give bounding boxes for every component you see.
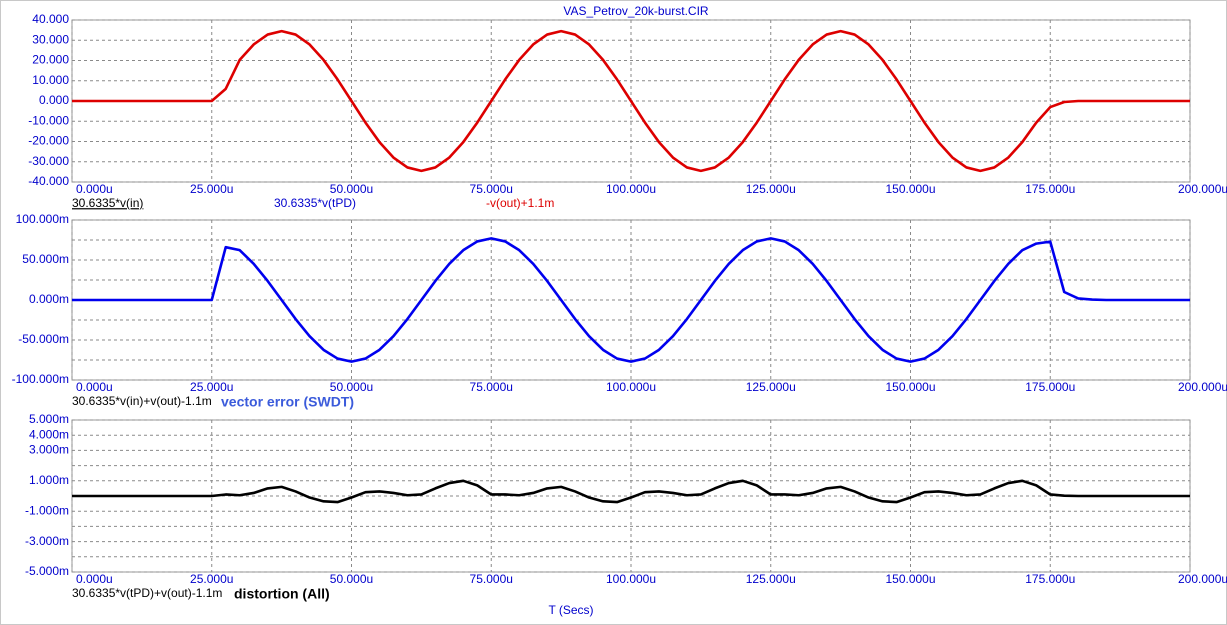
x-tick-label: 0.000u <box>76 182 113 196</box>
y-tick-label: 20.000 <box>32 53 69 67</box>
y-tick-label: -100.000m <box>12 372 69 386</box>
series-line <box>72 479 1190 504</box>
y-tick-label: 1.000m <box>29 473 69 487</box>
x-tick-label: 200.000u <box>1178 182 1227 196</box>
trace-label: 30.6335*v(tPD) <box>274 196 356 210</box>
x-tick-label: 175.000u <box>1025 572 1075 586</box>
x-tick-label: 150.000u <box>885 182 935 196</box>
y-tick-label: 30.000 <box>32 32 69 46</box>
x-tick-label: 50.000u <box>330 572 373 586</box>
x-tick-label: 50.000u <box>330 182 373 196</box>
x-tick-label: 100.000u <box>606 380 656 394</box>
series-line <box>72 237 1190 363</box>
x-tick-label: 0.000u <box>76 572 113 586</box>
x-tick-label: 100.000u <box>606 182 656 196</box>
y-tick-label: -30.000 <box>28 154 69 168</box>
x-tick-label: 125.000u <box>746 380 796 394</box>
x-tick-label: 200.000u <box>1178 380 1227 394</box>
x-tick-label: 25.000u <box>190 182 233 196</box>
x-tick-label: 50.000u <box>330 380 373 394</box>
series-line <box>72 29 1190 173</box>
y-tick-label: -3.000m <box>25 534 69 548</box>
x-tick-label: 75.000u <box>470 572 513 586</box>
y-tick-label: -5.000m <box>25 564 69 578</box>
y-tick-label: -40.000 <box>28 174 69 188</box>
y-tick-label: -1.000m <box>25 503 69 517</box>
x-tick-label: 75.000u <box>470 380 513 394</box>
legend-label: 30.6335*v(tPD)+v(out)-1.1m <box>72 586 222 600</box>
y-tick-label: 0.000 <box>39 93 69 107</box>
y-tick-label: -10.000 <box>28 113 69 127</box>
x-tick-label: 150.000u <box>885 572 935 586</box>
y-tick-label: 0.000m <box>29 292 69 306</box>
y-tick-label: 4.000m <box>29 427 69 441</box>
y-tick-label: 50.000m <box>22 252 69 266</box>
y-tick-label: -50.000m <box>18 332 69 346</box>
y-tick-label: 40.000 <box>32 12 69 26</box>
y-tick-label: 10.000 <box>32 73 69 87</box>
y-tick-label: 100.000m <box>16 212 69 226</box>
y-tick-label: -20.000 <box>28 134 69 148</box>
x-axis-label: T (Secs) <box>548 603 593 617</box>
plot-subtitle: vector error (SWDT) <box>221 394 354 410</box>
x-tick-label: 25.000u <box>190 380 233 394</box>
plot-subtitle: distortion (All) <box>234 586 330 602</box>
x-tick-label: 125.000u <box>746 182 796 196</box>
x-tick-label: 200.000u <box>1178 572 1227 586</box>
x-tick-label: 175.000u <box>1025 182 1075 196</box>
x-tick-label: 25.000u <box>190 572 233 586</box>
trace-label: 30.6335*v(in) <box>72 196 143 210</box>
x-tick-label: 125.000u <box>746 572 796 586</box>
legend-label: -v(out)+1.1m <box>486 196 554 210</box>
x-tick-label: 175.000u <box>1025 380 1075 394</box>
chart-title: VAS_Petrov_20k-burst.CIR <box>563 4 709 18</box>
y-tick-label: 5.000m <box>29 412 69 426</box>
x-tick-label: 75.000u <box>470 182 513 196</box>
x-tick-label: 150.000u <box>885 380 935 394</box>
x-tick-label: 100.000u <box>606 572 656 586</box>
legend-label: 30.6335*v(in)+v(out)-1.1m <box>72 394 212 408</box>
x-tick-label: 0.000u <box>76 380 113 394</box>
y-tick-label: 3.000m <box>29 443 69 457</box>
